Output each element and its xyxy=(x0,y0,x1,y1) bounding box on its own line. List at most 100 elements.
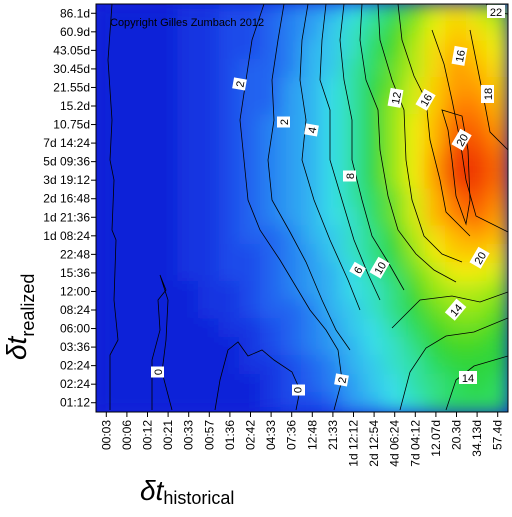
y-tick-label: 1d 08:24 xyxy=(43,229,90,243)
heatmap-cell xyxy=(342,21,365,43)
heatmap-cell xyxy=(321,4,345,24)
heatmap-cell xyxy=(404,207,427,228)
x-tick-label: 57.4d xyxy=(491,420,505,450)
heatmap-cell xyxy=(424,392,448,412)
contour-label-background xyxy=(232,77,247,91)
heatmap-cell xyxy=(424,40,448,61)
y-tick-label: 3d 19:12 xyxy=(43,173,90,187)
heatmap-cell xyxy=(177,318,200,339)
heatmap-cell xyxy=(321,114,345,135)
heatmap-cell xyxy=(136,207,159,228)
contour-label: 14 xyxy=(459,371,477,385)
heatmap-cell xyxy=(198,58,221,80)
y-tick-label: 1d 21:36 xyxy=(43,210,90,224)
heatmap-cell xyxy=(218,95,242,117)
heatmap-cell xyxy=(404,114,427,135)
heatmap-cell xyxy=(259,95,283,117)
heatmap-cell xyxy=(198,225,221,247)
heatmap-cell xyxy=(404,151,427,172)
contour-label-text: 16 xyxy=(419,92,436,109)
heatmap-cell xyxy=(96,299,118,321)
heatmap-cell xyxy=(218,373,242,395)
heatmap-cell xyxy=(177,373,200,395)
heatmap-cell xyxy=(259,281,283,302)
heatmap-cell xyxy=(280,95,303,117)
x-tick-label: 1d 12:12 xyxy=(347,420,361,467)
heatmap-cell xyxy=(321,299,345,321)
heatmap-cell xyxy=(177,299,200,321)
contour-label-background xyxy=(292,384,305,396)
contour-line xyxy=(339,4,405,291)
heatmap-cell xyxy=(342,132,365,154)
contour-label-background xyxy=(469,246,490,269)
heatmap-cell xyxy=(280,299,303,321)
heatmap-cell xyxy=(96,95,118,117)
heatmap-cell xyxy=(177,4,200,24)
x-axis-label: δthistorical xyxy=(140,475,234,508)
heatmap-cell xyxy=(424,114,448,135)
heatmap-cell xyxy=(280,169,303,191)
heatmap-cell xyxy=(301,373,324,395)
y-tick-label: 12:00 xyxy=(60,284,90,298)
heatmap-cell xyxy=(404,373,427,395)
heatmap-cell xyxy=(218,40,242,61)
heatmap-cell xyxy=(362,392,386,412)
heatmap-cell xyxy=(198,281,221,302)
heatmap-cell xyxy=(445,21,468,43)
heatmap-cell xyxy=(115,392,139,412)
heatmap-cell xyxy=(239,132,262,154)
heatmap-cell xyxy=(404,77,427,98)
y-tick-label: 02:24 xyxy=(60,377,90,391)
heatmap-cell xyxy=(301,355,324,376)
heatmap-cell xyxy=(445,281,468,302)
heatmap-cell xyxy=(362,299,386,321)
heatmap-cell xyxy=(198,151,221,172)
heatmap-cell xyxy=(486,373,508,395)
y-tick-label: 22:48 xyxy=(60,247,90,261)
contour-label-background xyxy=(334,373,349,387)
contour-label-background xyxy=(444,298,467,321)
heatmap-cell xyxy=(342,244,365,265)
heatmap-cell xyxy=(301,244,324,265)
heatmap-cell xyxy=(404,299,427,321)
heatmap-cell xyxy=(156,58,180,80)
heatmap-cell xyxy=(465,336,489,358)
contour-label-text: 2 xyxy=(279,119,291,125)
heatmap-cell xyxy=(177,114,200,135)
heatmap-cell xyxy=(424,225,448,247)
heatmap-cell xyxy=(383,132,406,154)
heatmap-cell xyxy=(362,114,386,135)
heatmap-cell xyxy=(96,58,118,80)
heatmap-cell xyxy=(404,262,427,284)
heatmap-cell xyxy=(404,225,427,247)
heatmap-cell xyxy=(486,169,508,191)
heatmap-cell xyxy=(218,392,242,412)
heatmap-cell xyxy=(218,244,242,265)
heatmap-cell xyxy=(404,169,427,191)
heatmap-cell xyxy=(198,262,221,284)
heatmap-cell xyxy=(198,355,221,376)
heatmap-cell xyxy=(177,207,200,228)
heatmap-cell xyxy=(239,225,262,247)
x-tick-label: 04:33 xyxy=(264,420,278,450)
heatmap-cell xyxy=(239,336,262,358)
contour-label-background xyxy=(451,128,472,151)
heatmap-cell xyxy=(218,58,242,80)
heatmap-cell xyxy=(136,373,159,395)
heatmap-cell xyxy=(156,188,180,209)
heatmap-cell xyxy=(280,392,303,412)
heatmap-cell xyxy=(259,299,283,321)
heatmap-cell xyxy=(424,299,448,321)
heatmap-cell xyxy=(259,40,283,61)
copyright-text: Copyright Gilles Zumbach 2012 xyxy=(110,17,264,29)
heatmap-cell xyxy=(424,262,448,284)
heatmap-cell xyxy=(362,40,386,61)
heatmap-cell xyxy=(465,40,489,61)
x-tick-label: 2d 12:54 xyxy=(367,420,381,467)
heatmap-cell xyxy=(486,262,508,284)
heatmap-cell xyxy=(177,188,200,209)
y-tick-label: 03:36 xyxy=(60,340,90,354)
heatmap-cell xyxy=(301,4,324,24)
